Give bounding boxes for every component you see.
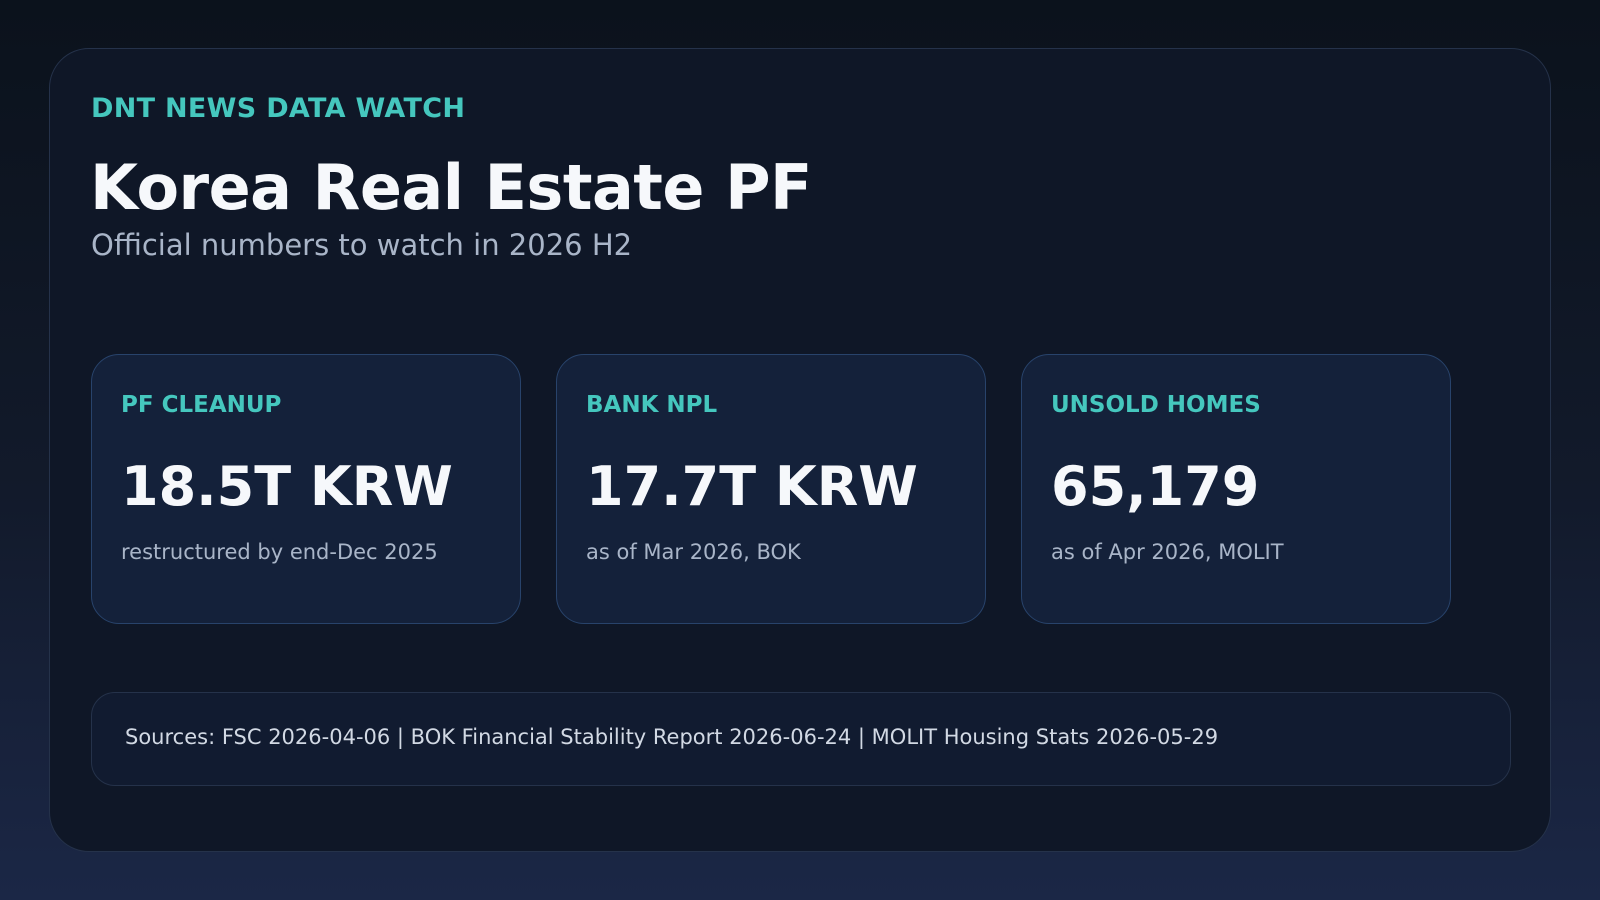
main-panel: DNT NEWS DATA WATCH Korea Real Estate PF… [49, 48, 1551, 852]
stat-note: as of Apr 2026, MOLIT [1051, 540, 1284, 564]
kicker: DNT NEWS DATA WATCH [91, 93, 466, 124]
page-title: Korea Real Estate PF [90, 151, 812, 224]
stat-value: 17.7T KRW [586, 455, 918, 518]
stat-label: PF CLEANUP [121, 392, 282, 418]
stat-card-pf-cleanup: PF CLEANUP 18.5T KRW restructured by end… [91, 354, 521, 624]
stat-label: UNSOLD HOMES [1051, 392, 1261, 418]
page-subtitle: Official numbers to watch in 2026 H2 [91, 228, 633, 262]
stat-card-unsold-homes: UNSOLD HOMES 65,179 as of Apr 2026, MOLI… [1021, 354, 1451, 624]
stat-card-bank-npl: BANK NPL 17.7T KRW as of Mar 2026, BOK [556, 354, 986, 624]
stat-note: as of Mar 2026, BOK [586, 540, 801, 564]
sources-box: Sources: FSC 2026-04-06 | BOK Financial … [91, 692, 1511, 786]
stat-label: BANK NPL [586, 392, 718, 418]
stat-value: 65,179 [1051, 455, 1260, 518]
stat-note: restructured by end-Dec 2025 [121, 540, 438, 564]
stat-value: 18.5T KRW [121, 455, 453, 518]
sources-text: Sources: FSC 2026-04-06 | BOK Financial … [125, 725, 1219, 749]
